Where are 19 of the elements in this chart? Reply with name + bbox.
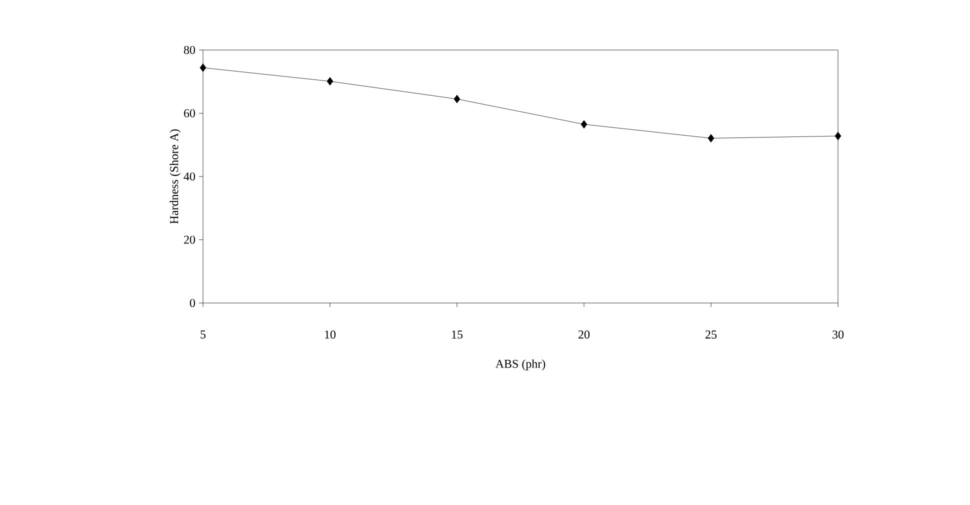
point xyxy=(580,120,588,129)
y-tick-label: 0 xyxy=(190,298,196,308)
y-tick-label: 40 xyxy=(184,172,196,181)
x-tick-label: 10 xyxy=(325,330,336,339)
point xyxy=(326,77,334,86)
x-tick-label: 15 xyxy=(452,330,463,339)
y-tick-label: 80 xyxy=(184,46,196,54)
point xyxy=(708,134,714,142)
y-axis-title: Hardness (Shore A) xyxy=(170,129,181,224)
point xyxy=(200,64,206,72)
x-axis-title: ABS (phr) xyxy=(495,359,546,370)
x-tick-label: 5 xyxy=(200,330,206,338)
y-tick-label: 60 xyxy=(184,109,196,118)
x-tick-label: 30 xyxy=(832,330,844,339)
point xyxy=(834,132,842,140)
point xyxy=(454,94,460,104)
y-tick-label: 20 xyxy=(184,236,196,244)
x-tick-label: 25 xyxy=(706,330,717,339)
x-tick-label: 20 xyxy=(578,330,590,339)
